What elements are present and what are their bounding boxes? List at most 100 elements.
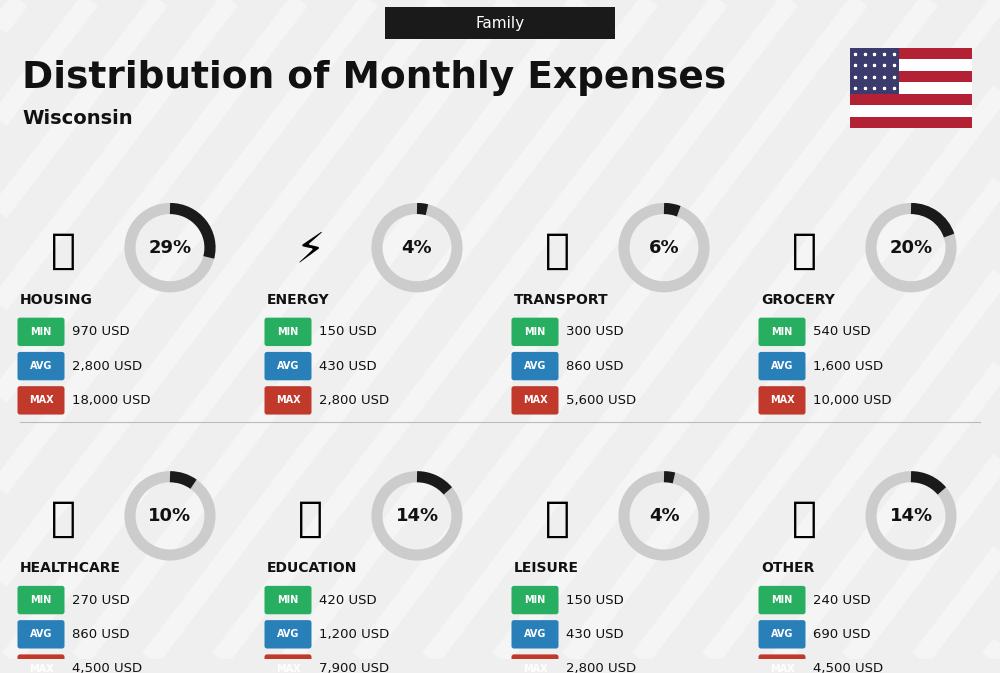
FancyBboxPatch shape	[385, 7, 615, 39]
Text: 7,900 USD: 7,900 USD	[319, 662, 389, 673]
Text: MIN: MIN	[524, 327, 546, 337]
Text: 👛: 👛	[791, 498, 816, 540]
Text: 240 USD: 240 USD	[813, 594, 871, 606]
Text: HEALTHCARE: HEALTHCARE	[20, 561, 121, 575]
Text: Wisconsin: Wisconsin	[22, 109, 133, 128]
Text: 300 USD: 300 USD	[566, 325, 624, 339]
Text: 10,000 USD: 10,000 USD	[813, 394, 892, 407]
FancyBboxPatch shape	[511, 318, 558, 346]
Text: 🛒: 🛒	[791, 229, 816, 272]
Text: 20%: 20%	[889, 239, 933, 256]
Text: MIN: MIN	[30, 595, 52, 605]
Text: AVG: AVG	[771, 361, 793, 371]
Text: 5,600 USD: 5,600 USD	[566, 394, 636, 407]
Text: 6%: 6%	[649, 239, 679, 256]
Text: AVG: AVG	[524, 629, 546, 639]
Text: ENERGY: ENERGY	[267, 293, 330, 306]
Text: 860 USD: 860 USD	[72, 628, 130, 641]
Text: 🎓: 🎓	[298, 498, 322, 540]
FancyBboxPatch shape	[850, 48, 972, 59]
FancyBboxPatch shape	[850, 71, 972, 82]
Text: HOUSING: HOUSING	[20, 293, 93, 306]
Text: MAX: MAX	[276, 395, 300, 405]
FancyBboxPatch shape	[264, 352, 312, 380]
FancyBboxPatch shape	[850, 48, 899, 94]
FancyBboxPatch shape	[18, 318, 64, 346]
Text: MIN: MIN	[524, 595, 546, 605]
Text: Family: Family	[475, 15, 525, 30]
Text: 430 USD: 430 USD	[566, 628, 624, 641]
Text: 4,500 USD: 4,500 USD	[813, 662, 883, 673]
FancyBboxPatch shape	[850, 82, 972, 94]
Text: 540 USD: 540 USD	[813, 325, 871, 339]
Text: MIN: MIN	[277, 327, 299, 337]
FancyBboxPatch shape	[264, 318, 312, 346]
FancyBboxPatch shape	[850, 59, 972, 71]
Text: 150 USD: 150 USD	[566, 594, 624, 606]
Text: MAX: MAX	[770, 664, 794, 673]
Text: AVG: AVG	[277, 629, 299, 639]
Text: MAX: MAX	[770, 395, 794, 405]
Text: 29%: 29%	[148, 239, 192, 256]
Text: 💊: 💊	[50, 498, 76, 540]
Text: 4%: 4%	[649, 507, 679, 525]
Text: MIN: MIN	[771, 327, 793, 337]
Text: 18,000 USD: 18,000 USD	[72, 394, 150, 407]
FancyBboxPatch shape	[264, 620, 312, 649]
Text: 430 USD: 430 USD	[319, 359, 377, 373]
FancyBboxPatch shape	[850, 105, 972, 117]
Text: ⚡: ⚡	[295, 229, 325, 272]
Text: 🚌: 🚌	[544, 229, 570, 272]
Text: LEISURE: LEISURE	[514, 561, 579, 575]
Text: GROCERY: GROCERY	[761, 293, 835, 306]
FancyBboxPatch shape	[758, 318, 806, 346]
FancyBboxPatch shape	[511, 386, 558, 415]
FancyBboxPatch shape	[18, 386, 64, 415]
Text: MAX: MAX	[29, 395, 53, 405]
FancyBboxPatch shape	[758, 654, 806, 673]
FancyBboxPatch shape	[511, 620, 558, 649]
Text: AVG: AVG	[771, 629, 793, 639]
Text: 14%: 14%	[395, 507, 439, 525]
Text: MAX: MAX	[523, 395, 547, 405]
Text: 🛍: 🛍	[544, 498, 570, 540]
FancyBboxPatch shape	[758, 352, 806, 380]
Text: 150 USD: 150 USD	[319, 325, 377, 339]
FancyBboxPatch shape	[264, 654, 312, 673]
FancyBboxPatch shape	[511, 654, 558, 673]
Text: MAX: MAX	[276, 664, 300, 673]
Text: MAX: MAX	[29, 664, 53, 673]
FancyBboxPatch shape	[264, 386, 312, 415]
FancyBboxPatch shape	[758, 620, 806, 649]
Text: 420 USD: 420 USD	[319, 594, 377, 606]
Text: MAX: MAX	[523, 664, 547, 673]
Text: 4,500 USD: 4,500 USD	[72, 662, 142, 673]
Text: 2,800 USD: 2,800 USD	[319, 394, 389, 407]
FancyBboxPatch shape	[264, 586, 312, 614]
FancyBboxPatch shape	[511, 352, 558, 380]
Text: AVG: AVG	[30, 629, 52, 639]
Text: MIN: MIN	[771, 595, 793, 605]
FancyBboxPatch shape	[18, 586, 64, 614]
Text: 1,200 USD: 1,200 USD	[319, 628, 389, 641]
Text: 270 USD: 270 USD	[72, 594, 130, 606]
FancyBboxPatch shape	[18, 620, 64, 649]
Text: 860 USD: 860 USD	[566, 359, 624, 373]
FancyBboxPatch shape	[18, 352, 64, 380]
Text: 10%: 10%	[148, 507, 192, 525]
Text: 690 USD: 690 USD	[813, 628, 870, 641]
FancyBboxPatch shape	[758, 386, 806, 415]
Text: Distribution of Monthly Expenses: Distribution of Monthly Expenses	[22, 61, 726, 96]
Text: AVG: AVG	[30, 361, 52, 371]
Text: MIN: MIN	[277, 595, 299, 605]
Text: AVG: AVG	[277, 361, 299, 371]
Text: TRANSPORT: TRANSPORT	[514, 293, 609, 306]
Text: 🏢: 🏢	[50, 229, 76, 272]
Text: MIN: MIN	[30, 327, 52, 337]
Text: OTHER: OTHER	[761, 561, 814, 575]
Text: 2,800 USD: 2,800 USD	[72, 359, 142, 373]
FancyBboxPatch shape	[511, 586, 558, 614]
FancyBboxPatch shape	[758, 586, 806, 614]
Text: 970 USD: 970 USD	[72, 325, 130, 339]
Text: 1,600 USD: 1,600 USD	[813, 359, 883, 373]
